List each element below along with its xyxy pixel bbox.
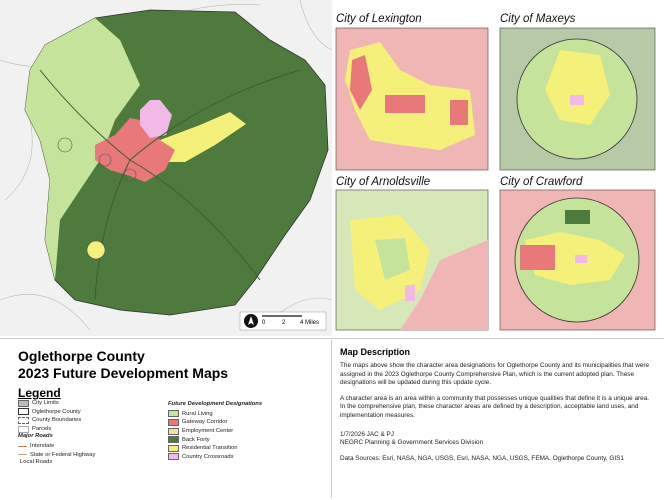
scale-label: 2 [282, 320, 286, 326]
legend-label: Local Roads [20, 459, 53, 466]
legend-swatch [168, 453, 179, 461]
legend-swatch [18, 408, 29, 416]
crossroads-area [140, 100, 172, 138]
inset-area [450, 100, 468, 125]
description-heading: Map Description [340, 347, 411, 357]
maps: 0 2 4 Miles [0, 0, 656, 336]
legend-item: County Boundaries [18, 416, 95, 425]
inset-area [350, 55, 372, 110]
inset-area [400, 240, 488, 330]
divider [331, 340, 332, 498]
organization: NEGRC Planning & Government Services Div… [340, 439, 484, 447]
main-roads [39, 69, 301, 301]
legend-label: Parcels [32, 426, 52, 433]
legend-swatch [18, 416, 29, 424]
inset-title: City of Maxeys [500, 13, 576, 25]
paragraph: The maps above show the character area d… [340, 362, 650, 387]
legend-swatch [168, 436, 179, 444]
legend-label: Employment Center [182, 428, 234, 435]
description: Map Description The maps above show the … [340, 347, 652, 470]
legend-swatch [18, 454, 27, 456]
legend-label: Country Crossroads [182, 453, 234, 460]
legend-label: Oglethorpe County [32, 408, 81, 415]
inset-title: City of Lexington [336, 13, 422, 25]
title: 2023 Future Development Maps [18, 365, 229, 381]
legend-swatch [18, 399, 29, 407]
legend-swatch [168, 427, 179, 435]
legend-label: County Boundaries [32, 417, 82, 424]
legend-item: City Limits [18, 399, 95, 408]
legend-heading: Legend [18, 386, 61, 400]
date: 1/7/2026 JAC & PJ [340, 430, 394, 438]
inset-area [375, 238, 410, 280]
legend-item: Country Crossroads [168, 453, 262, 462]
town [98, 153, 112, 167]
legend-label: Gateway Corridor [182, 419, 228, 426]
residential-area [160, 112, 246, 162]
inset-title: City of Arnoldsville [336, 176, 431, 188]
legend-item: Residential Transition [168, 444, 262, 453]
inset-area [545, 50, 610, 125]
title: Oglethorpe County [18, 348, 145, 364]
legend-label: Back Forty [182, 436, 210, 443]
legend-swatch [168, 410, 179, 418]
legend-swatch [168, 444, 179, 452]
rural-living-area [25, 18, 140, 280]
inset-area [565, 210, 590, 224]
inset-area [570, 95, 584, 105]
legend-label: Residential Transition [182, 445, 238, 452]
legend-item: Employment Center [168, 427, 262, 436]
legend-label: State or Federal Highway [30, 451, 96, 458]
paragraph: A character area is an area within a com… [340, 394, 650, 419]
town [86, 240, 106, 260]
scale-label: 4 Miles [300, 320, 319, 326]
inset-area [385, 95, 425, 113]
legend-swatch [18, 425, 29, 433]
north-arrow [248, 316, 254, 325]
legend-item: Parcels [18, 425, 95, 434]
legend-label: Rural Living [182, 410, 213, 417]
legend-label: City Limits [32, 400, 59, 407]
town [57, 137, 73, 153]
divider [0, 338, 664, 339]
legend-subheading: Major Roads [18, 433, 53, 440]
legend-right: Future Development Designations Rural Li… [168, 401, 262, 461]
inset-area [575, 255, 587, 263]
legend-swatch [18, 445, 27, 447]
legend-item: State or Federal Highway [18, 451, 95, 460]
legend-item: Rural Living [168, 410, 262, 419]
legend-item: Back Forty [168, 435, 262, 444]
legend-label: Interstate [30, 443, 55, 450]
scale-box [239, 311, 327, 331]
sources: Data Sources: Esri, NASA, NGA, USGS, Esr… [340, 454, 624, 462]
scale-label: 0 [262, 320, 266, 326]
legend-item: Gateway Corridor [168, 418, 262, 427]
inset-title: City of Crawford [500, 176, 583, 188]
legend-item: Interstate [18, 442, 95, 451]
legend-subheading: Future Development Designations [168, 401, 263, 407]
legend-swatch [168, 418, 179, 426]
legend-left: City Limits Oglethorpe County County Bound… [18, 399, 95, 468]
inset-area [405, 285, 415, 301]
town [123, 168, 137, 182]
legend-item: Oglethorpe County [18, 408, 95, 417]
inset-area [520, 245, 555, 270]
